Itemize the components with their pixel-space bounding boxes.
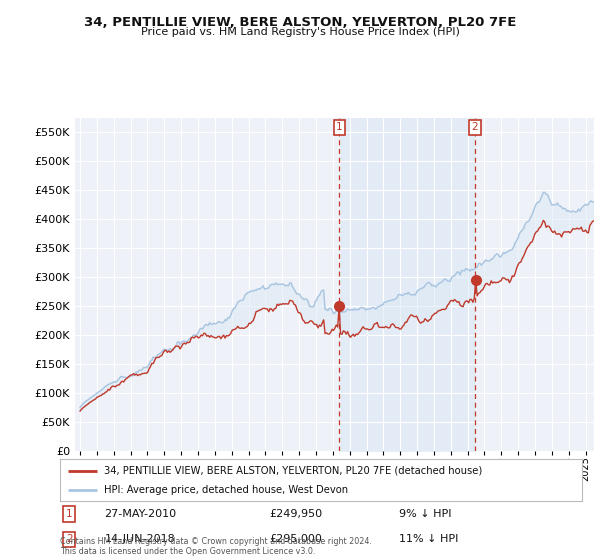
Text: 34, PENTILLIE VIEW, BERE ALSTON, YELVERTON, PL20 7FE: 34, PENTILLIE VIEW, BERE ALSTON, YELVERT… bbox=[84, 16, 516, 29]
Text: Contains HM Land Registry data © Crown copyright and database right 2024.
This d: Contains HM Land Registry data © Crown c… bbox=[60, 536, 372, 556]
Text: 2: 2 bbox=[472, 123, 478, 133]
Text: 34, PENTILLIE VIEW, BERE ALSTON, YELVERTON, PL20 7FE (detached house): 34, PENTILLIE VIEW, BERE ALSTON, YELVERT… bbox=[104, 465, 482, 475]
Text: 9% ↓ HPI: 9% ↓ HPI bbox=[400, 509, 452, 519]
Text: 1: 1 bbox=[66, 509, 73, 519]
Text: 1: 1 bbox=[336, 123, 343, 133]
Text: HPI: Average price, detached house, West Devon: HPI: Average price, detached house, West… bbox=[104, 485, 349, 495]
Text: £295,000: £295,000 bbox=[269, 534, 322, 544]
Text: 11% ↓ HPI: 11% ↓ HPI bbox=[400, 534, 458, 544]
Text: Price paid vs. HM Land Registry's House Price Index (HPI): Price paid vs. HM Land Registry's House … bbox=[140, 27, 460, 37]
Text: 27-MAY-2010: 27-MAY-2010 bbox=[104, 509, 176, 519]
Text: £249,950: £249,950 bbox=[269, 509, 322, 519]
Text: 14-JUN-2018: 14-JUN-2018 bbox=[104, 534, 175, 544]
Text: 2: 2 bbox=[66, 534, 73, 544]
